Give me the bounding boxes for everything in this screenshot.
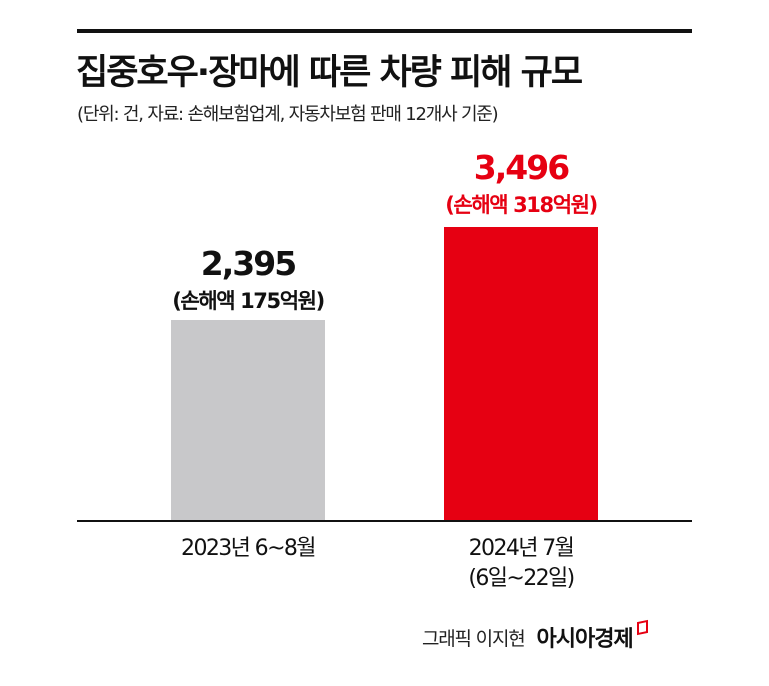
bar-value-2023: 2,395 — [200, 244, 297, 283]
category-label-line2: (6일~22일) — [468, 566, 575, 591]
graphic-credit: 그래픽 이지현 — [422, 627, 526, 650]
bar-2023 — [171, 320, 325, 521]
top-rule — [77, 29, 692, 33]
category-label-line1: 2023년 6~8월 — [181, 536, 316, 561]
bar-loss-2023: (손해액 175억원) — [172, 289, 325, 313]
brand-mark-icon — [636, 619, 648, 635]
bar-2024 — [444, 227, 598, 521]
category-label-line1: 2024년 7월 — [468, 536, 575, 561]
bar-value-2024: 3,496 — [473, 148, 570, 187]
credit-line: 그래픽 이지현 아시아경제 — [422, 619, 648, 653]
bar-loss-2024: (손해액 318억원) — [445, 193, 598, 217]
brand-logo: 아시아경제 — [536, 627, 634, 652]
category-label-2023: 2023년 6~8월 — [118, 534, 378, 564]
chart-title: 집중호우·장마에 따른 차량 피해 규모 — [76, 53, 583, 93]
x-axis-baseline — [77, 520, 692, 522]
chart-subtitle: (단위: 건, 자료: 손해보험업계, 자동차보험 판매 12개사 기준) — [77, 104, 499, 125]
category-label-2024: 2024년 7월 (6일~22일) — [391, 534, 651, 594]
